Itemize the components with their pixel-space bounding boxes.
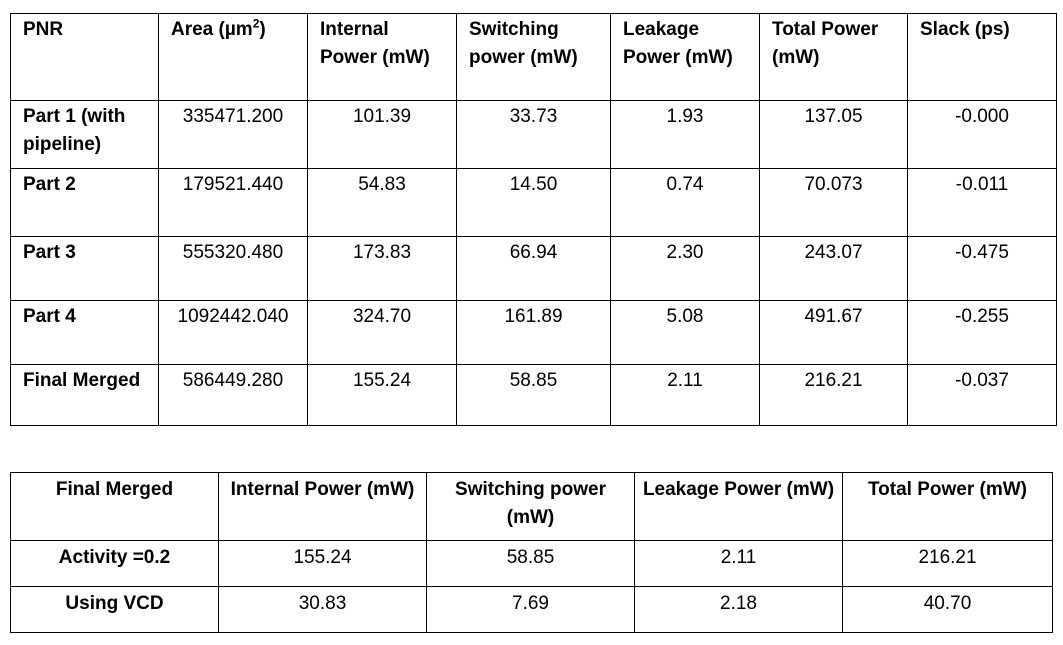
table-row: Part 2 179521.440 54.83 14.50 0.74 70.07… xyxy=(10,168,1057,237)
cell-leakage: 0.74 xyxy=(610,168,760,237)
header-internal-power: Internal Power (mW) xyxy=(218,472,427,541)
cell-switching: 33.73 xyxy=(456,100,611,169)
cell-switching: 66.94 xyxy=(456,236,611,301)
row-label: Part 4 xyxy=(10,300,159,365)
cell-area: 1092442.040 xyxy=(158,300,308,365)
cell-slack: -0.255 xyxy=(907,300,1057,365)
final-merged-power-table: Final Merged Internal Power (mW) Switchi… xyxy=(10,472,1053,633)
cell-slack: -0.000 xyxy=(907,100,1057,169)
header-area: Area (µm2) xyxy=(158,13,308,101)
pnr-results-table: PNR Area (µm2) Internal Power (mW) Switc… xyxy=(10,13,1057,426)
cell-total: 216.21 xyxy=(759,364,908,426)
cell-switching: 58.85 xyxy=(426,540,635,587)
cell-switching: 161.89 xyxy=(456,300,611,365)
cell-total: 491.67 xyxy=(759,300,908,365)
table-row: Part 4 1092442.040 324.70 161.89 5.08 49… xyxy=(10,300,1057,365)
table-row: Final Merged 586449.280 155.24 58.85 2.1… xyxy=(10,364,1057,426)
cell-switching: 7.69 xyxy=(426,586,635,633)
row-label: Part 3 xyxy=(10,236,159,301)
table-header-row: Final Merged Internal Power (mW) Switchi… xyxy=(10,472,1053,541)
header-final-merged: Final Merged xyxy=(10,472,219,541)
row-label: Part 2 xyxy=(10,168,159,237)
cell-internal: 30.83 xyxy=(218,586,427,633)
table-row: Using VCD 30.83 7.69 2.18 40.70 xyxy=(10,586,1053,633)
row-label: Activity =0.2 xyxy=(10,540,219,587)
table-row: Part 3 555320.480 173.83 66.94 2.30 243.… xyxy=(10,236,1057,301)
cell-area: 179521.440 xyxy=(158,168,308,237)
cell-total: 216.21 xyxy=(842,540,1053,587)
cell-total: 70.073 xyxy=(759,168,908,237)
header-leakage-power: Leakage Power (mW) xyxy=(610,13,760,101)
cell-slack: -0.475 xyxy=(907,236,1057,301)
cell-area: 586449.280 xyxy=(158,364,308,426)
row-label: Part 1 (with pipeline) xyxy=(10,100,159,169)
cell-total: 243.07 xyxy=(759,236,908,301)
cell-switching: 14.50 xyxy=(456,168,611,237)
cell-total: 137.05 xyxy=(759,100,908,169)
header-area-text: Area (µm xyxy=(171,19,253,40)
cell-switching: 58.85 xyxy=(456,364,611,426)
cell-leakage: 2.11 xyxy=(634,540,843,587)
table-row: Activity =0.2 155.24 58.85 2.11 216.21 xyxy=(10,540,1053,587)
cell-slack: -0.037 xyxy=(907,364,1057,426)
header-leakage-power: Leakage Power (mW) xyxy=(634,472,843,541)
row-label: Final Merged xyxy=(10,364,159,426)
header-area-superscript: 2 xyxy=(252,16,260,31)
header-switching-power: Switching power (mW) xyxy=(456,13,611,101)
table-row: Part 1 (with pipeline) 335471.200 101.39… xyxy=(10,100,1057,169)
header-total-power: Total Power (mW) xyxy=(759,13,908,101)
header-switching-power: Switching power (mW) xyxy=(426,472,635,541)
cell-area: 335471.200 xyxy=(158,100,308,169)
cell-total: 40.70 xyxy=(842,586,1053,633)
cell-internal: 155.24 xyxy=(307,364,457,426)
cell-leakage: 1.93 xyxy=(610,100,760,169)
cell-internal: 101.39 xyxy=(307,100,457,169)
table-header-row: PNR Area (µm2) Internal Power (mW) Switc… xyxy=(10,13,1057,101)
cell-internal: 173.83 xyxy=(307,236,457,301)
header-slack: Slack (ps) xyxy=(907,13,1057,101)
cell-internal: 54.83 xyxy=(307,168,457,237)
cell-internal: 324.70 xyxy=(307,300,457,365)
header-internal-power: Internal Power (mW) xyxy=(307,13,457,101)
cell-leakage: 2.11 xyxy=(610,364,760,426)
cell-internal: 155.24 xyxy=(218,540,427,587)
cell-leakage: 2.18 xyxy=(634,586,843,633)
header-total-power: Total Power (mW) xyxy=(842,472,1053,541)
row-label: Using VCD xyxy=(10,586,219,633)
header-area-suffix: ) xyxy=(259,19,266,40)
cell-leakage: 2.30 xyxy=(610,236,760,301)
cell-area: 555320.480 xyxy=(158,236,308,301)
cell-leakage: 5.08 xyxy=(610,300,760,365)
cell-slack: -0.011 xyxy=(907,168,1057,237)
header-pnr: PNR xyxy=(10,13,159,101)
